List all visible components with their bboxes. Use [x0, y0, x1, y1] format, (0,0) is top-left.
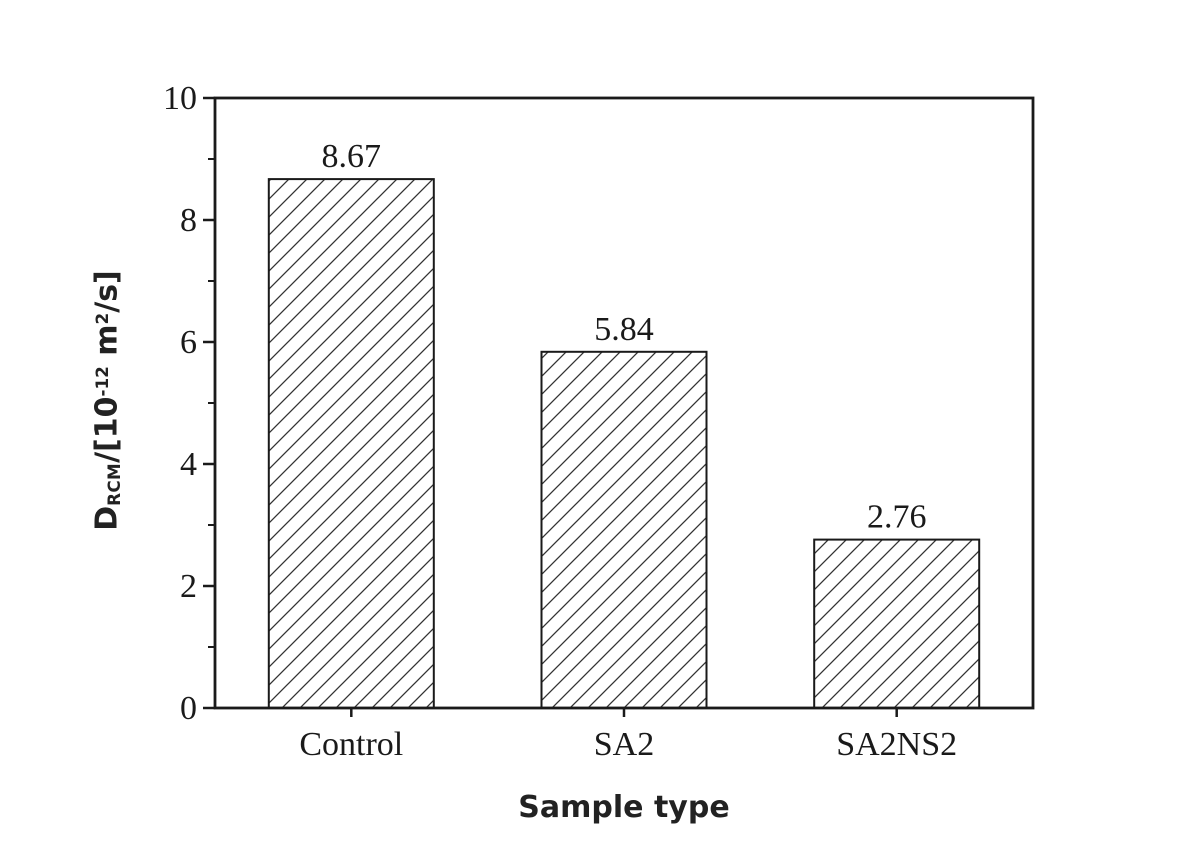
y-axis-title-text: /[10 — [89, 396, 125, 463]
y-axis-tick-label: 0 — [180, 690, 197, 727]
bar-value-label: 8.67 — [322, 138, 382, 175]
x-axis-category-label: SA2 — [594, 726, 654, 763]
y-axis-title-sup: 2 — [92, 312, 113, 325]
y-axis-tick-label: 8 — [180, 202, 197, 239]
bar-sa2 — [540, 350, 708, 709]
bar-sa2ns2 — [813, 538, 981, 709]
y-axis-title-sup: -12 — [92, 366, 113, 397]
plot-frame — [213, 96, 1035, 710]
y-axis-tick-label: 2 — [180, 568, 197, 605]
bars-group — [267, 178, 981, 710]
y-axis-title-text: m — [89, 324, 125, 367]
axis-labels-group: 8.67 Control 5.84 SA2 2.76 SA2NS2 0 2 4 6 8 10 — [163, 80, 957, 763]
y-axis-title: DRCM/[10-12 m2/s] — [90, 151, 125, 651]
x-axis-title: Sample type — [518, 790, 730, 825]
bar-value-label: 2.76 — [867, 499, 927, 536]
y-axis-title-text: D — [89, 505, 125, 531]
y-axis-title-text: /s] — [89, 270, 125, 313]
y-axis-tick-label: 4 — [180, 446, 197, 483]
x-axis-category-label: Control — [299, 726, 403, 763]
y-axis-tick-label: 10 — [163, 80, 197, 117]
bar-value-label: 5.84 — [594, 311, 654, 348]
y-axis-title-sub: RCM — [104, 462, 125, 506]
bar-control — [267, 178, 435, 710]
x-axis-category-label: SA2NS2 — [836, 726, 957, 763]
y-axis-tick-label: 6 — [180, 324, 197, 361]
